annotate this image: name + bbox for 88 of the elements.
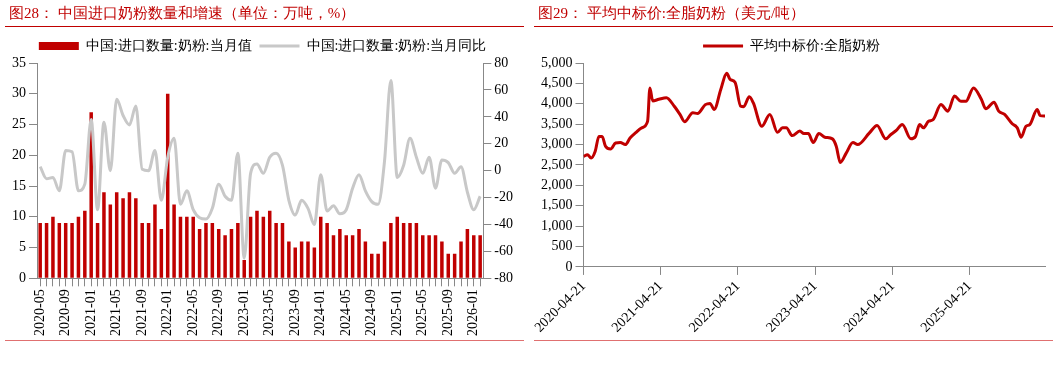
x-tick-label: 2020-09 [57, 289, 73, 337]
x-tick-label: 2024-09 [363, 289, 379, 337]
x-tick-label: 2020-05 [31, 289, 47, 337]
y-tick-label: 15 [12, 177, 26, 193]
bar [223, 235, 227, 278]
bar [325, 222, 329, 278]
y2-tick-label: -80 [494, 270, 514, 286]
y-tick-label: 3,000 [541, 136, 573, 152]
x-tick-label: 2021-09 [133, 289, 149, 337]
bar [51, 216, 55, 278]
bar [204, 222, 208, 278]
line-series [38, 79, 482, 260]
bar [172, 204, 176, 278]
bar [293, 247, 297, 278]
bar [255, 210, 259, 278]
chart-title: 图29： 平均中标价:全脂奶粉（美元/吨） [534, 0, 1053, 27]
x-tick-label: 2021-05 [108, 289, 124, 337]
y-tick-label: 2,500 [541, 156, 573, 172]
bar [185, 216, 189, 278]
x-tick-label: 2026-01 [465, 289, 481, 337]
bar [472, 235, 476, 278]
x-tick-label: 2023-09 [286, 289, 302, 337]
y2-tick-label: 20 [494, 135, 509, 151]
x-tick-label: 2022-01 [159, 289, 175, 337]
bar [242, 259, 246, 278]
bar [287, 241, 291, 278]
bar [121, 198, 125, 278]
bar [153, 204, 157, 278]
legend-label: 中国:进口数量:奶粉:当月值 [85, 37, 252, 53]
y2-tick-label: -40 [494, 216, 514, 232]
x-tick-label: 2022-05 [184, 289, 200, 337]
x-tick-label: 2022-09 [210, 289, 226, 337]
y2-tick-label: 0 [494, 162, 502, 178]
bar [478, 235, 482, 278]
bar [459, 241, 463, 278]
bar [370, 253, 374, 278]
x-tick-label: 2025-05 [414, 289, 430, 337]
y2-tick-label: 40 [494, 108, 509, 124]
bar [140, 222, 144, 278]
line-series [583, 71, 1045, 165]
bar [274, 222, 278, 278]
y-tick-label: 10 [12, 208, 26, 224]
bar [83, 210, 87, 278]
x-tick-label: 2023-01 [235, 289, 251, 337]
y-tick-label: 35 [12, 54, 26, 70]
bar [427, 235, 431, 278]
x-tick-label: 2021-01 [82, 289, 98, 337]
chart-title: 图28： 中国进口奶粉数量和增速（单位：万吨，%） [5, 0, 524, 27]
bar [408, 222, 412, 278]
x-tick-label: 2024-01 [312, 289, 328, 337]
y-tick-label: 4,000 [541, 95, 573, 111]
y-tick-label: 30 [12, 85, 26, 101]
bar [70, 222, 74, 278]
bar [440, 241, 444, 278]
legend-label: 平均中标价:全脂奶粉 [750, 37, 880, 53]
bar [344, 235, 348, 278]
y-tick-label: 25 [12, 116, 26, 132]
x-tick-label: 2025-01 [388, 289, 404, 337]
bar [357, 229, 361, 278]
y-tick-label: 1,000 [541, 217, 573, 233]
legend-label: 中国:进口数量:奶粉:当月同比 [306, 37, 487, 53]
y-tick-label: 2,000 [541, 177, 573, 193]
x-tick-label: 2023-05 [261, 289, 277, 337]
y-tick-label: 1,500 [541, 197, 573, 213]
x-tick-label: 2025-09 [439, 289, 455, 337]
y2-tick-label: 80 [494, 54, 509, 70]
y-tick-label: 20 [12, 146, 26, 162]
y2-tick-label: -20 [494, 189, 514, 205]
y-tick-label: 3,500 [541, 115, 573, 131]
y-tick-label: 0 [19, 270, 26, 286]
y-tick-label: 5 [19, 239, 26, 255]
y-tick-label: 500 [551, 238, 573, 254]
y2-tick-label: 60 [494, 81, 509, 97]
bar [376, 253, 380, 278]
y-tick-label: 0 [565, 258, 573, 274]
bar [338, 229, 342, 278]
bar [38, 222, 42, 278]
y-tick-label: 4,500 [541, 75, 573, 91]
bar [102, 192, 106, 278]
bar [421, 235, 425, 278]
bar [306, 241, 310, 278]
y-tick-label: 5,000 [541, 54, 573, 70]
bar [134, 198, 138, 278]
bar [389, 222, 393, 278]
y2-tick-label: -60 [494, 243, 514, 259]
x-tick-label: 2024-05 [337, 289, 353, 337]
bar [236, 222, 240, 278]
bar [191, 216, 195, 278]
